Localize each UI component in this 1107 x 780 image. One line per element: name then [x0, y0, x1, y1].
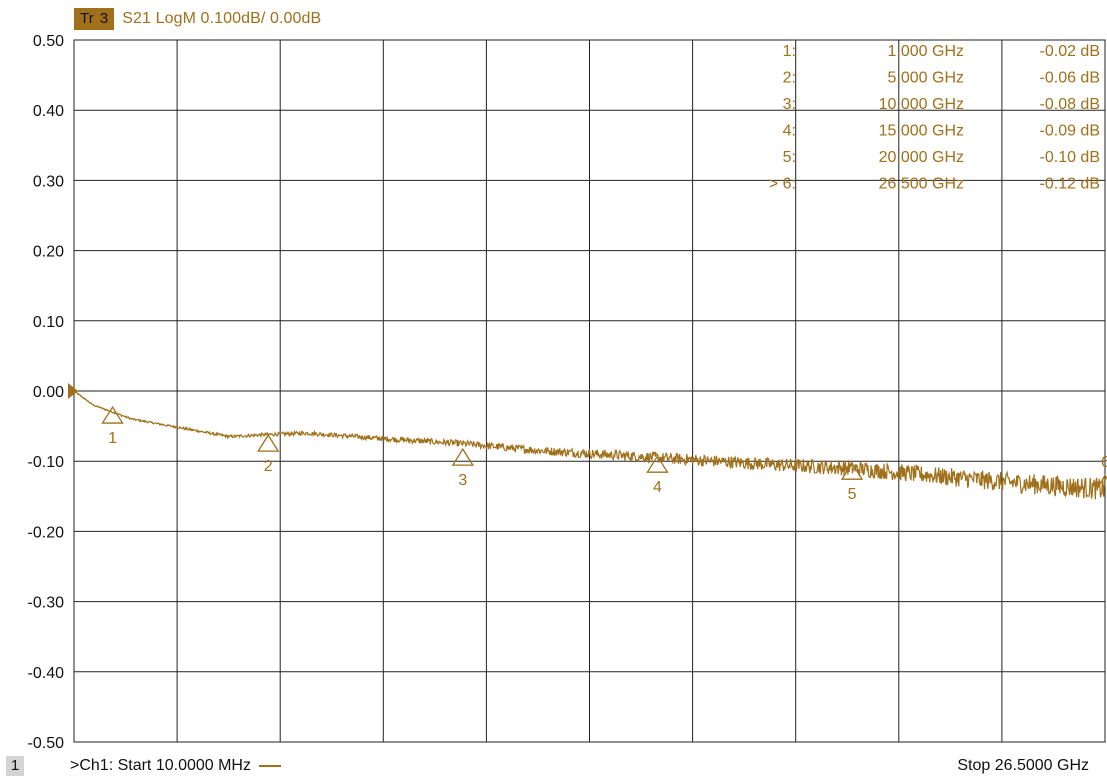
marker-number: 6: [1101, 454, 1107, 471]
marker-triangle-icon: [1096, 473, 1107, 490]
marker-table-index: 3:: [783, 96, 796, 113]
y-tick-label: 0.10: [33, 314, 64, 331]
marker-4[interactable]: 4: [646, 454, 669, 496]
marker-number: 1: [108, 430, 117, 447]
y-tick-label: 0.20: [33, 244, 64, 261]
marker-table-value: -0.06 dB: [1040, 70, 1100, 87]
y-tick-label: -0.30: [28, 595, 65, 612]
y-tick-label: -0.20: [28, 524, 65, 541]
grid: [73, 39, 1106, 743]
marker-triangle-icon: [840, 461, 864, 480]
marker-table-value: -0.10 dB: [1040, 149, 1100, 166]
marker-1[interactable]: 1: [101, 405, 124, 447]
marker-2[interactable]: 2: [257, 433, 280, 475]
marker-triangle-icon: [451, 447, 474, 466]
stop-frequency-label: Stop 26.5000 GHz: [957, 757, 1089, 774]
marker-table-value: -0.12 dB: [1040, 176, 1100, 193]
trace-badge-text: Tr: [80, 10, 94, 27]
marker-table: 1: 1.000 GHz -0.02 dB 2: 5.000 GHz -0.06 dB 3:…: [769, 43, 1100, 193]
marker-table-frequency: 1.000 GHz: [888, 43, 964, 60]
marker-table-value: -0.08 dB: [1040, 96, 1100, 113]
marker-table-index: 5:: [783, 149, 796, 166]
trace-layer: [68, 383, 1106, 500]
footer-start: >Ch1: Start 10.0000 MHz: [70, 757, 281, 775]
channel-number[interactable]: 1: [6, 756, 24, 776]
marker-number: 2: [264, 458, 273, 475]
marker-table-row: 5: 20.000 GHz -0.10 dB: [783, 149, 1100, 166]
trace-line: [73, 390, 1106, 500]
reference-arrow-icon: [68, 383, 78, 399]
marker-table-value: -0.09 dB: [1040, 123, 1100, 140]
marker-5[interactable]: 5: [840, 461, 864, 503]
marker-6[interactable]: 6: [1096, 454, 1107, 490]
marker-table-frequency: 26.500 GHz: [879, 176, 964, 193]
marker-table-frequency: 10.000 GHz: [879, 96, 964, 113]
marker-table-row: 1: 1.000 GHz -0.02 dB: [783, 43, 1100, 60]
marker-table-index: 2:: [783, 70, 796, 87]
y-tick-label: -0.50: [28, 735, 65, 752]
trace-badge[interactable]: Tr 3: [74, 8, 115, 30]
marker-table-frequency: 5.000 GHz: [888, 70, 964, 87]
y-tick-label: 0.30: [33, 173, 64, 190]
marker-table-frequency: 20.000 GHz: [879, 149, 964, 166]
marker-layer: 1 2 3 4 5 6: [101, 405, 1107, 503]
trace-label: S21 LogM 0.100dB/ 0.00dB: [122, 10, 322, 27]
marker-table-row: 2: 5.000 GHz -0.06 dB: [783, 70, 1100, 87]
marker-3[interactable]: 3: [451, 447, 474, 489]
marker-triangle-icon: [257, 433, 280, 452]
y-tick-label: -0.10: [28, 454, 65, 471]
marker-table-row: 3: 10.000 GHz -0.08 dB: [783, 96, 1100, 113]
marker-table-index: 4:: [783, 123, 796, 140]
marker-triangle-icon: [101, 405, 124, 424]
start-frequency-label: >Ch1: Start 10.0000 MHz: [70, 757, 251, 774]
marker-table-value: -0.02 dB: [1040, 43, 1100, 60]
y-tick-label: 0.00: [33, 384, 64, 401]
y-tick-label: -0.40: [28, 665, 65, 682]
trace-swatch-icon: [258, 765, 281, 767]
marker-table-row: > 6: 26.500 GHz -0.12 dB: [769, 176, 1100, 193]
marker-table-index: 1:: [783, 43, 796, 60]
trace-header: Tr 3 S21 LogM 0.100dB/ 0.00dB: [74, 8, 321, 30]
marker-table-frequency: 15.000 GHz: [879, 123, 964, 140]
marker-number: 5: [848, 486, 857, 503]
y-tick-label: 0.40: [33, 103, 64, 120]
marker-table-index: > 6:: [769, 176, 796, 193]
marker-triangle-icon: [646, 454, 669, 473]
y-tick-labels: 0.50 0.40 0.30 0.20 0.10 0.00 -0.10 -0.20 -0.30 -…: [28, 33, 65, 752]
trace-number: 3: [99, 10, 109, 27]
y-tick-label: 0.50: [33, 33, 64, 50]
marker-number: 3: [458, 472, 467, 489]
marker-number: 4: [653, 479, 662, 496]
marker-table-row: 4: 15.000 GHz -0.09 dB: [783, 123, 1100, 140]
